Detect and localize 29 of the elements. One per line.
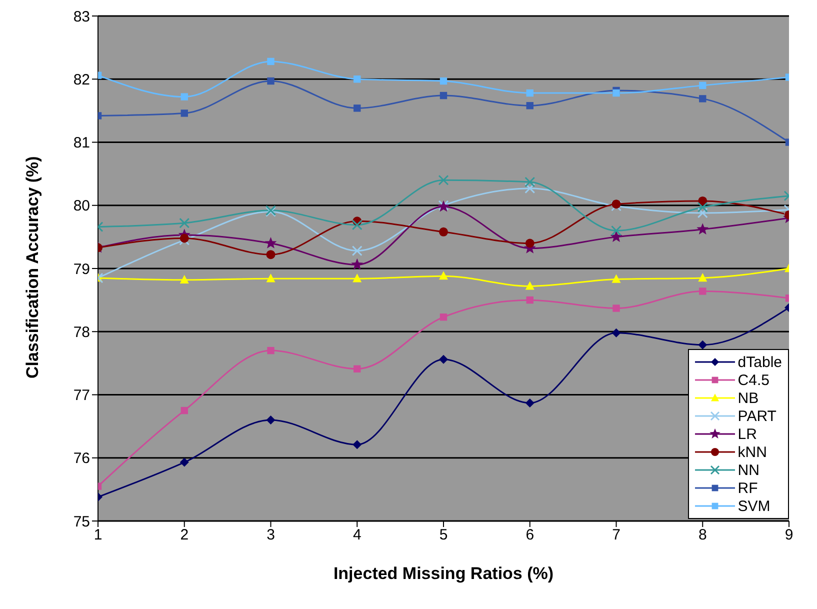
legend-label: C4.5 bbox=[738, 372, 770, 388]
y-tick-label: 79 bbox=[73, 260, 90, 278]
y-tick-label: 81 bbox=[73, 134, 90, 152]
x-tick-label: 8 bbox=[698, 526, 707, 544]
x-tick-label: 1 bbox=[94, 526, 102, 544]
y-tick-label: 76 bbox=[73, 450, 90, 468]
x-tick-label: 4 bbox=[352, 526, 362, 544]
y-tick-label: 78 bbox=[73, 324, 90, 341]
legend-label: SVM bbox=[738, 498, 770, 514]
y-tick-label: 82 bbox=[73, 71, 90, 88]
y-axis-title: Classification Accuracy (%) bbox=[23, 156, 42, 378]
legend-label: kNN bbox=[738, 444, 767, 460]
x-tick-label: 2 bbox=[180, 526, 189, 544]
legend-label: PART bbox=[738, 408, 776, 424]
y-tick-label: 83 bbox=[73, 8, 90, 26]
x-tick-label: 6 bbox=[526, 526, 534, 544]
legend-label: NB bbox=[738, 390, 759, 406]
legend-label: dTable bbox=[738, 354, 782, 370]
x-axis-title: Injected Missing Ratios (%) bbox=[333, 564, 554, 583]
x-tick-label: 5 bbox=[439, 526, 448, 544]
legend-label: LR bbox=[738, 426, 757, 442]
x-tick-label: 9 bbox=[784, 526, 794, 544]
x-tick-label: 3 bbox=[266, 526, 275, 544]
legend-label: RF bbox=[738, 480, 758, 496]
x-tick-label: 7 bbox=[612, 526, 620, 544]
y-tick-label: 77 bbox=[73, 387, 90, 404]
y-tick-label: 75 bbox=[73, 513, 90, 530]
legend-label: NN bbox=[738, 462, 760, 478]
y-tick-label: 80 bbox=[73, 198, 90, 215]
